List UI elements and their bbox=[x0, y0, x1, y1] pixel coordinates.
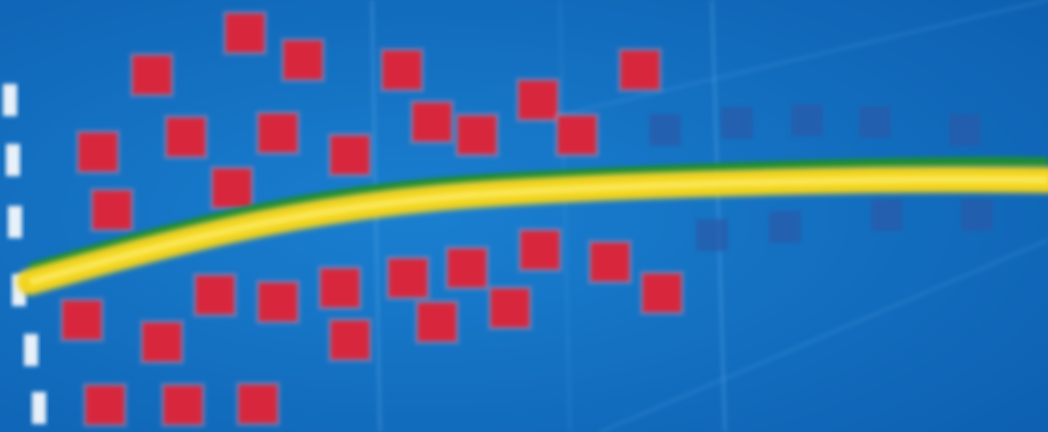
scene bbox=[0, 0, 1048, 432]
marker bbox=[458, 116, 496, 154]
marker bbox=[521, 231, 559, 269]
dash bbox=[3, 84, 17, 116]
marker bbox=[133, 56, 171, 94]
marker bbox=[63, 301, 101, 339]
marker bbox=[491, 289, 529, 327]
marker bbox=[643, 274, 681, 312]
marker bbox=[143, 323, 181, 361]
marker bbox=[226, 14, 264, 52]
marker bbox=[284, 41, 322, 79]
faded-marker bbox=[769, 211, 801, 243]
marker bbox=[239, 385, 277, 423]
marker bbox=[448, 249, 486, 287]
marker bbox=[164, 386, 202, 424]
marker bbox=[558, 116, 596, 154]
faded-marker bbox=[791, 104, 823, 136]
marker bbox=[259, 114, 297, 152]
dash bbox=[8, 206, 22, 238]
faded-marker bbox=[696, 219, 728, 251]
marker bbox=[418, 303, 456, 341]
marker bbox=[93, 191, 131, 229]
dash bbox=[6, 144, 20, 176]
faded-marker bbox=[649, 114, 681, 146]
marker bbox=[383, 51, 421, 89]
faded-marker bbox=[871, 199, 903, 231]
page: (() => { const data = JSON.parse(documen… bbox=[0, 0, 1048, 432]
marker bbox=[86, 386, 124, 424]
marker bbox=[259, 283, 297, 321]
marker bbox=[331, 321, 369, 359]
faded-marker bbox=[949, 114, 981, 146]
marker bbox=[413, 103, 451, 141]
faded-marker bbox=[721, 107, 753, 139]
faded-marker bbox=[859, 106, 891, 138]
marker bbox=[79, 133, 117, 171]
dash bbox=[32, 392, 46, 424]
marker bbox=[213, 169, 251, 207]
marker bbox=[321, 269, 359, 307]
marker bbox=[167, 118, 205, 156]
faded-marker bbox=[961, 199, 993, 231]
dash bbox=[24, 334, 38, 366]
marker bbox=[519, 81, 557, 119]
marker bbox=[196, 276, 234, 314]
marker bbox=[621, 51, 659, 89]
marker bbox=[591, 243, 629, 281]
marker bbox=[389, 259, 427, 297]
marker bbox=[331, 136, 369, 174]
